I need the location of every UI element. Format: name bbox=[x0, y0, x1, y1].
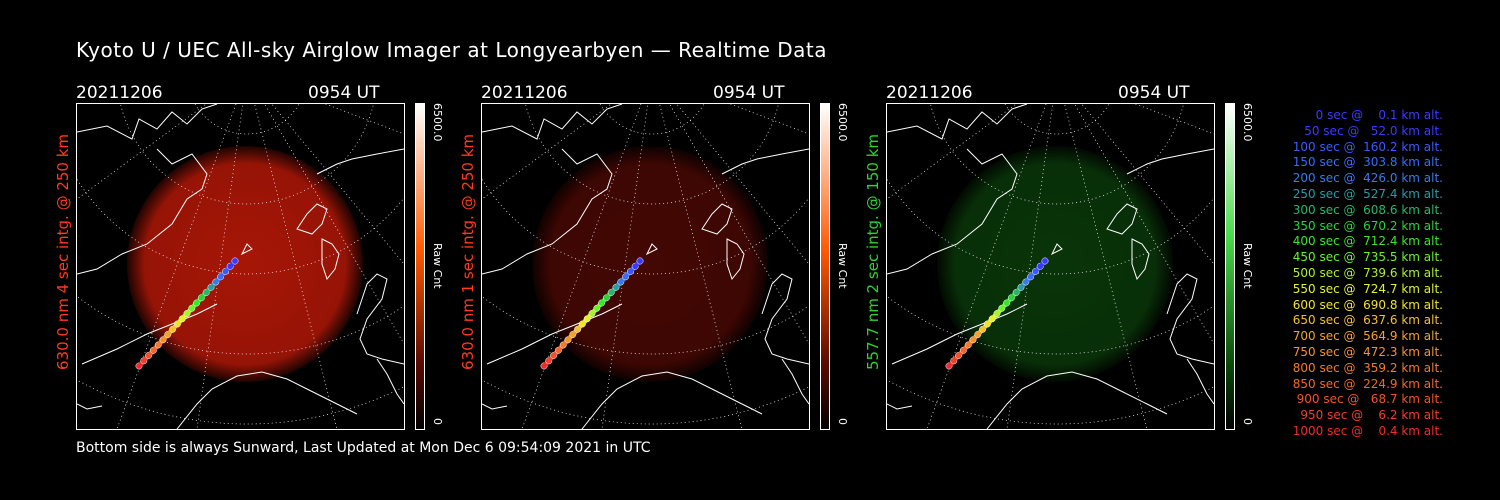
legend-entry: 500 sec @ 739.6 km alt. bbox=[1288, 266, 1443, 280]
panel-date: 20211206 bbox=[76, 83, 163, 103]
legend-entry: 450 sec @ 735.5 km alt. bbox=[1288, 250, 1443, 265]
coastline bbox=[887, 104, 1028, 140]
legend-entry: 550 sec @ 724.7 km alt. bbox=[1288, 281, 1443, 296]
legend-entry: 400 sec @ 712.4 km alt. bbox=[1288, 234, 1443, 249]
longitude-line bbox=[264, 104, 404, 345]
panel-wavelength-label: 630.0 nm 4 sec intg. @ 250 km bbox=[54, 133, 72, 370]
longitude-line bbox=[1134, 104, 1214, 135]
longitude-line bbox=[729, 104, 809, 135]
legend-entry: 50 sec @ 52.0 km alt. bbox=[1296, 123, 1443, 138]
coastline bbox=[77, 148, 208, 275]
longitude-line bbox=[1074, 104, 1214, 345]
colorbar bbox=[820, 103, 830, 430]
trajectory-point bbox=[231, 257, 239, 265]
colorbar-unit-label: Raw Cnt bbox=[836, 243, 849, 289]
panel-time: 0954 UT bbox=[308, 83, 380, 103]
coastline bbox=[887, 148, 1018, 275]
colorbar-max-label: 6500.0 bbox=[836, 103, 849, 142]
latitude-circle bbox=[930, 104, 1184, 205]
legend-entry: 0 sec @ 0.1 km alt. bbox=[1304, 108, 1443, 122]
coastline bbox=[761, 273, 809, 365]
coastline bbox=[176, 371, 358, 429]
colorbar-unit-label: Raw Cnt bbox=[431, 243, 444, 289]
coastline bbox=[81, 303, 218, 365]
airglow-disk bbox=[127, 146, 363, 382]
colorbar-max-label: 6500.0 bbox=[431, 103, 444, 142]
coastline bbox=[887, 403, 913, 410]
legend-entry: 700 sec @ 564.9 km alt. bbox=[1288, 329, 1443, 344]
coastline bbox=[482, 104, 623, 140]
coastline bbox=[781, 358, 809, 405]
panel-date: 20211206 bbox=[481, 83, 568, 103]
coastline bbox=[721, 148, 809, 175]
colorbar-min-label: 0 bbox=[836, 418, 849, 425]
page-title: Kyoto U / UEC All-sky Airglow Imager at … bbox=[76, 38, 827, 62]
colorbar bbox=[1225, 103, 1235, 430]
coastline bbox=[1050, 243, 1063, 256]
coastline bbox=[316, 148, 404, 175]
latitude-circle bbox=[525, 104, 779, 205]
legend-entry: 750 sec @ 472.3 km alt. bbox=[1288, 345, 1443, 359]
legend-entry: 150 sec @ 303.8 km alt. bbox=[1288, 155, 1443, 170]
legend-entry: 350 sec @ 670.2 km alt. bbox=[1288, 218, 1443, 233]
coastline bbox=[356, 273, 404, 365]
coastline bbox=[1131, 238, 1150, 281]
coastline bbox=[891, 303, 1028, 365]
coastline bbox=[486, 303, 623, 365]
colorbar-min-label: 0 bbox=[431, 418, 444, 425]
all-sky-image bbox=[886, 103, 1215, 430]
legend-entry: 200 sec @ 426.0 km alt. bbox=[1288, 171, 1443, 186]
coastline bbox=[321, 238, 340, 281]
legend-entry: 250 sec @ 527.4 km alt. bbox=[1288, 187, 1443, 201]
all-sky-image bbox=[481, 103, 810, 430]
legend-entry: 650 sec @ 637.6 km alt. bbox=[1288, 313, 1443, 328]
legend-entry: 800 sec @ 359.2 km alt. bbox=[1288, 360, 1443, 375]
longitude-line bbox=[669, 104, 809, 345]
coastline bbox=[482, 148, 613, 275]
legend-entry: 1000 sec @ 0.4 km alt. bbox=[1292, 424, 1443, 438]
legend-entry: 600 sec @ 690.8 km alt. bbox=[1288, 297, 1443, 312]
coastline bbox=[1126, 148, 1214, 175]
legend-entry: 300 sec @ 608.6 km alt. bbox=[1288, 202, 1443, 217]
coastline bbox=[1186, 358, 1214, 405]
airglow-disk bbox=[937, 146, 1173, 382]
all-sky-image bbox=[76, 103, 405, 430]
panel-time: 0954 UT bbox=[713, 83, 785, 103]
coastline bbox=[296, 203, 328, 235]
coastline bbox=[986, 371, 1168, 429]
coastline bbox=[77, 104, 218, 140]
coastline bbox=[581, 371, 763, 429]
coastline bbox=[376, 358, 404, 405]
colorbar bbox=[415, 103, 425, 430]
footer-status: Bottom side is always Sunward, Last Upda… bbox=[76, 440, 651, 456]
panel-date: 20211206 bbox=[886, 83, 973, 103]
trajectory-point bbox=[636, 257, 644, 265]
colorbar-min-label: 0 bbox=[1241, 418, 1254, 425]
coastline bbox=[482, 403, 508, 410]
coastline bbox=[701, 203, 733, 235]
latitude-circle bbox=[120, 104, 374, 205]
coastline bbox=[1106, 203, 1138, 235]
panel-time: 0954 UT bbox=[1118, 83, 1190, 103]
coastline bbox=[77, 403, 103, 410]
coastline bbox=[645, 243, 658, 256]
airglow-disk bbox=[532, 146, 768, 382]
panel-wavelength-label: 557.7 nm 2 sec intg. @ 150 km bbox=[864, 133, 882, 370]
panel-wavelength-label: 630.0 nm 1 sec intg. @ 250 km bbox=[459, 133, 477, 370]
coastline bbox=[240, 243, 253, 256]
legend-entry: 900 sec @ 68.7 km alt. bbox=[1292, 392, 1443, 407]
colorbar-max-label: 6500.0 bbox=[1241, 103, 1254, 142]
longitude-line bbox=[324, 104, 404, 135]
trajectory-point bbox=[1041, 257, 1049, 265]
coastline bbox=[726, 238, 745, 281]
legend-entry: 100 sec @ 160.2 km alt. bbox=[1288, 139, 1443, 154]
legend-entry: 850 sec @ 224.9 km alt. bbox=[1288, 376, 1443, 391]
coastline bbox=[1166, 273, 1214, 365]
colorbar-unit-label: Raw Cnt bbox=[1241, 243, 1254, 289]
legend-entry: 950 sec @ 6.2 km alt. bbox=[1296, 408, 1443, 423]
